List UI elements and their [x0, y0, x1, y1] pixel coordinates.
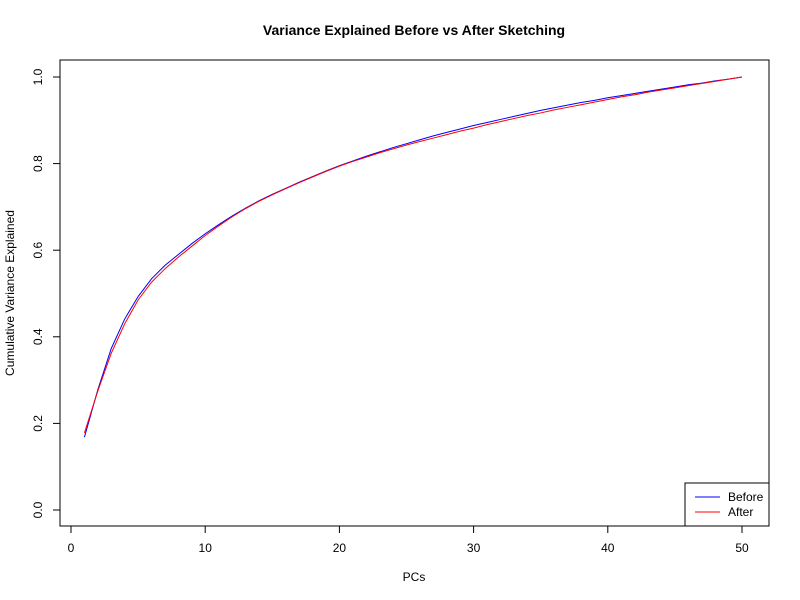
series-line-before — [83, 76, 743, 438]
x-tick-label: 30 — [467, 541, 481, 555]
y-tick-label: 0.4 — [31, 328, 45, 345]
y-tick-label: 0.0 — [31, 501, 45, 518]
x-axis: 0 10 20 30 40 50 — [68, 525, 749, 555]
chart-title: Variance Explained Before vs After Sketc… — [263, 22, 565, 38]
x-tick-label: 0 — [68, 541, 75, 555]
y-tick-label: 0.8 — [31, 155, 45, 172]
y-tick-label: 1.0 — [31, 68, 45, 85]
x-axis-label: PCs — [403, 570, 426, 584]
plot-frame — [59, 59, 770, 527]
y-tick-label: 0.6 — [31, 242, 45, 259]
x-tick-label: 50 — [735, 541, 749, 555]
series-lines — [83, 76, 743, 438]
series-line-after — [83, 76, 743, 434]
legend-box — [684, 482, 770, 527]
legend-label-after: After — [728, 505, 753, 519]
y-axis-label: Cumulative Variance Explained — [3, 210, 17, 376]
x-tick-label: 10 — [199, 541, 213, 555]
x-tick-label: 20 — [333, 541, 347, 555]
y-tick-label: 0.2 — [31, 415, 45, 432]
y-axis: 0.0 0.2 0.4 0.6 0.8 1.0 — [31, 68, 61, 518]
legend-label-before: Before — [728, 490, 764, 504]
x-tick-label: 40 — [601, 541, 615, 555]
